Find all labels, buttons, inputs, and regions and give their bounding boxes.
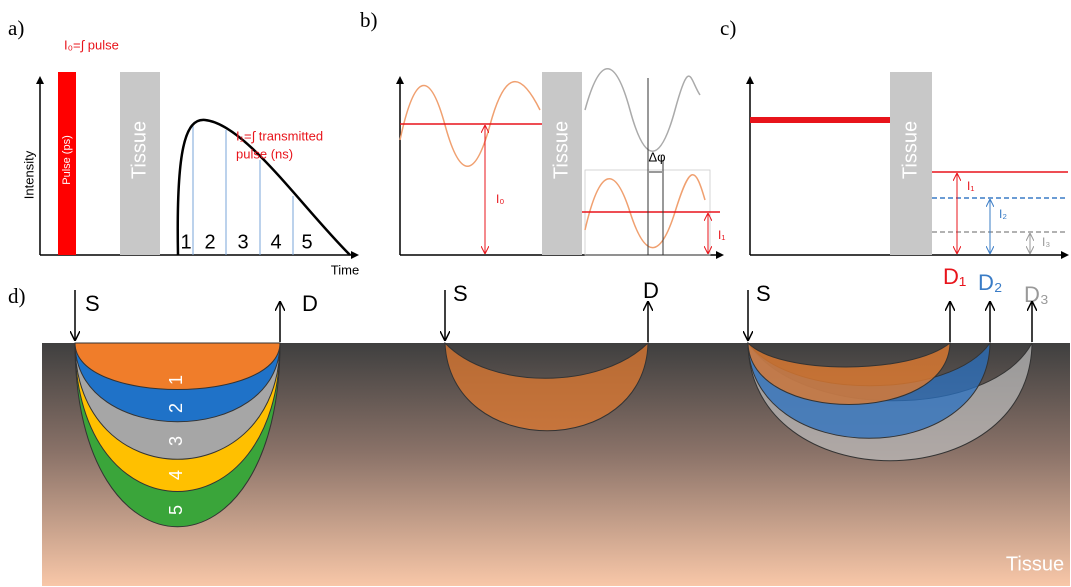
reference-wave (585, 69, 700, 152)
banana-label: 5 (166, 505, 186, 515)
banana-label: 3 (166, 436, 186, 446)
source-label: S (85, 291, 100, 316)
tissue-label: Tissue (128, 121, 150, 179)
transmitted-wave (585, 175, 705, 248)
transmitted-label: I₁=∫ transmitted (236, 128, 323, 143)
panel-b: I₀ Tissue Δφ I₁ (400, 69, 725, 255)
y-axis-label: Intensity (21, 150, 36, 199)
phase-label: Δφ (648, 149, 665, 164)
panel-label: a) (8, 16, 24, 40)
pulse-label: Pulse (ps) (61, 135, 73, 185)
gate-number: 4 (270, 231, 281, 253)
gate-number: 2 (204, 231, 215, 253)
panel-label: b) (360, 8, 378, 32)
detector-label: D₂ (978, 270, 1002, 295)
figure: a) b) c) d) Pulse (ps) Tissue 1 2 3 4 5 … (0, 0, 1071, 587)
tissue-label: Tissue (899, 121, 921, 179)
pulse-integral: I₀=∫ pulse (64, 37, 119, 52)
panel-c: Tissue I₁ I₂ I₃ D₁ D₂ D₃ (750, 72, 1068, 307)
source-label: S (453, 281, 468, 306)
source-label: S (756, 281, 771, 306)
gate-number: 5 (301, 231, 312, 253)
x-axis-label: Time (331, 262, 359, 277)
i2-label: I₂ (999, 207, 1007, 221)
i3-label: I₃ (1042, 235, 1050, 249)
tissue-label: Tissue (1006, 553, 1064, 575)
detector-label: D (643, 278, 659, 303)
detector-label: D₃ (1024, 282, 1049, 307)
panel-a: Pulse (ps) Tissue 1 2 3 4 5 Intensity Ti… (21, 37, 359, 277)
transmitted-label: pulse (ns) (236, 146, 293, 161)
banana-label: 4 (166, 470, 186, 480)
panel-label: d) (8, 284, 26, 308)
page: {"panel_labels": ["a)", "b)", "c)", "d)"… (0, 0, 1071, 587)
gate-number: 3 (237, 231, 248, 253)
gate-number: 1 (180, 231, 191, 253)
detector-label: D₁ (943, 264, 966, 289)
panel-d: Tissue 1 2 3 4 5 S D S D S (42, 278, 1070, 586)
optodes (75, 290, 1032, 342)
i0-label: I₀ (496, 192, 504, 206)
i1-label: I₁ (718, 228, 725, 242)
i1-label: I₁ (967, 179, 974, 193)
banana-label: 1 (166, 375, 186, 385)
tissue-label: Tissue (550, 121, 572, 179)
panel-label: c) (720, 16, 736, 40)
banana-label: 2 (166, 403, 186, 413)
detector-label: D (302, 291, 318, 316)
